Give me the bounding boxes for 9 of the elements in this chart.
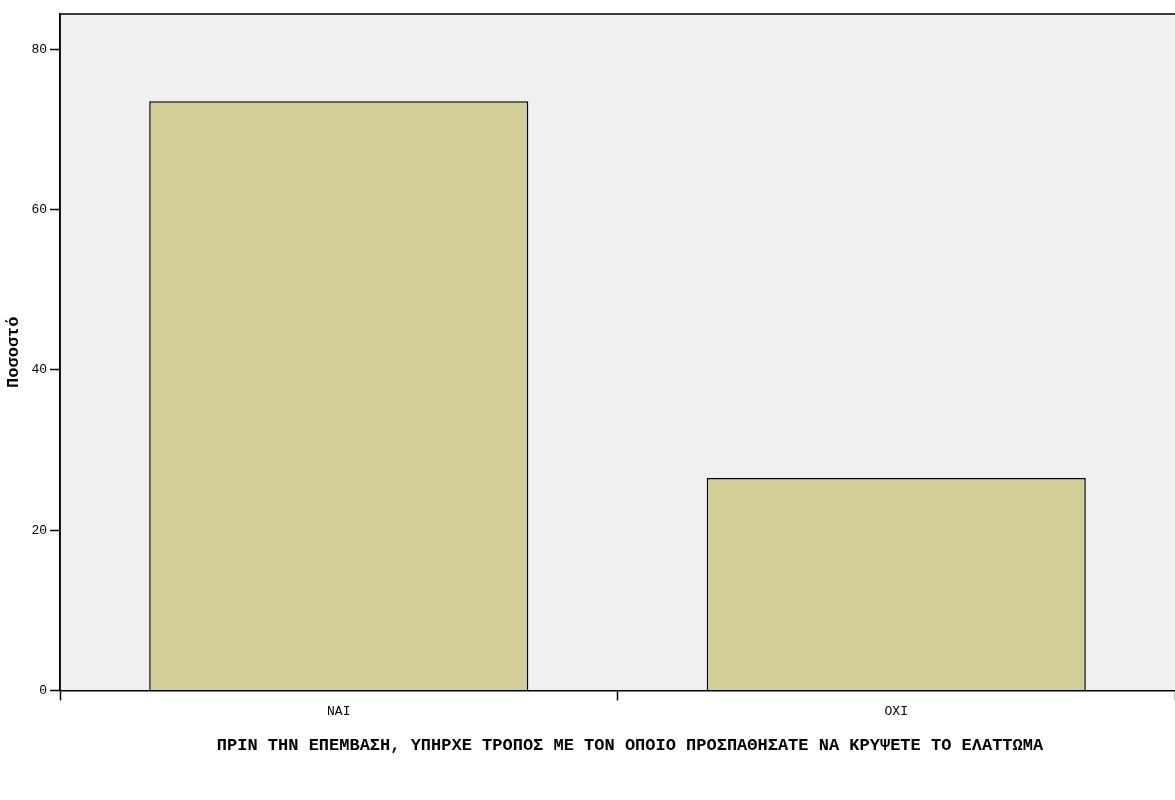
x-tick-label: ΟΧΙ bbox=[884, 703, 908, 719]
y-tick-label: 60 bbox=[31, 201, 47, 217]
x-axis-title: ΠΡΙΝ ΤΗΝ ΕΠΕΜΒΑΣΗ, ΥΠΗΡΧΕ ΤΡΟΠΟΣ ΜΕ ΤΟΝ ΟΠΟΙΟ ΠΡΟΣΠΑΘΗΣΑΤΕ ΝΑ ΚΡΥΨΕΤΕ ΤΟ ΕΛΑΤΤΩΜΑ bbox=[215, 736, 1045, 756]
y-axis-title: Ποσοστό bbox=[4, 316, 24, 388]
y-tick-label: 0 bbox=[39, 682, 47, 698]
y-tick-label: 40 bbox=[31, 362, 47, 378]
x-tick-label: ΝΑΙ bbox=[327, 703, 351, 719]
y-tick-label: 80 bbox=[31, 41, 47, 57]
y-tick-label: 20 bbox=[31, 522, 47, 538]
